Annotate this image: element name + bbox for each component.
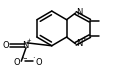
Text: O: O	[14, 58, 20, 67]
Text: N: N	[76, 39, 82, 48]
Text: ·: ·	[21, 54, 23, 63]
Text: O: O	[2, 41, 9, 50]
Text: −: −	[22, 56, 27, 61]
Text: +: +	[26, 38, 31, 43]
Text: +: +	[81, 37, 86, 41]
Text: N: N	[76, 8, 82, 17]
Text: ·: ·	[32, 54, 35, 63]
Text: O: O	[35, 58, 42, 67]
Text: N: N	[22, 41, 28, 50]
